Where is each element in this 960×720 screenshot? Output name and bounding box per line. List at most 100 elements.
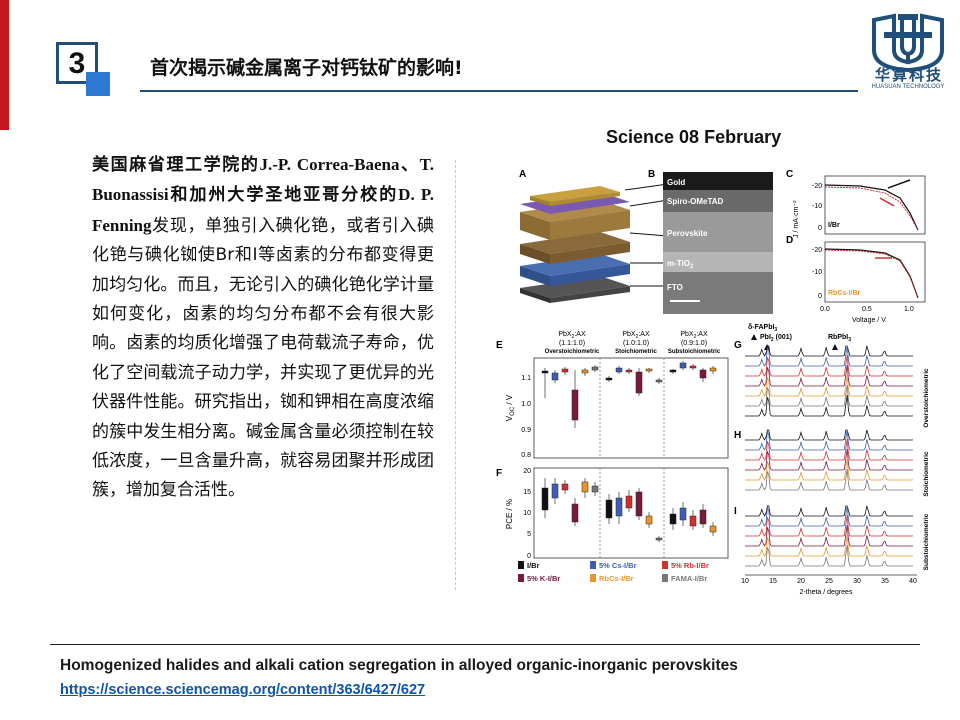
- box: [605, 499, 613, 519]
- voc-ylabel: VOC / V: [505, 394, 516, 421]
- xrd-trace: [745, 394, 914, 417]
- box: [635, 371, 643, 394]
- box: [561, 483, 569, 491]
- layer-label-perovskite: Perovskite: [667, 229, 708, 238]
- xrd-tick-4: 30: [853, 578, 861, 585]
- xrd-trace: [745, 458, 914, 481]
- panel-label-f: F: [496, 468, 502, 479]
- box: [635, 491, 643, 517]
- voc-tick-0: 1.1: [521, 375, 531, 382]
- left-red-accent-bar: [0, 0, 9, 130]
- panel-label-d: D: [786, 235, 793, 246]
- box: [625, 369, 633, 373]
- title-underline: [140, 90, 858, 92]
- legend-label: 5% Cs-I/Br: [599, 561, 637, 570]
- jv-c-ytick-0: -20: [812, 183, 822, 190]
- jv-c-ytick-2: 0: [818, 225, 822, 232]
- xrd-peak-label-fapbi3: δ-FAPbI3: [748, 324, 777, 333]
- layer-callout-lines: [624, 183, 669, 287]
- box: [571, 389, 579, 421]
- voc-box-plots: [541, 361, 717, 428]
- layer-label-gold: Gold: [667, 178, 685, 187]
- paper-link[interactable]: https://science.sciencemag.org/content/3…: [60, 682, 426, 698]
- layer-label-spiro: Spiro-OMeTAD: [667, 197, 724, 206]
- pce-plot-frame: [533, 467, 729, 559]
- panel-label-c: C: [786, 169, 793, 180]
- box: [709, 367, 717, 372]
- xrd-xlabel: 2-theta / degrees: [800, 589, 853, 596]
- box: [615, 367, 623, 373]
- legend-label: FAMA-I/Br: [671, 574, 707, 583]
- jv-xlabel: Voltage / V: [852, 317, 886, 324]
- xrd-tick-6: 40: [909, 578, 917, 585]
- box: [561, 368, 569, 373]
- box: [551, 372, 559, 381]
- research-figure: A B Gold Spiro-OMeTAD Perovskite m-TiO: [496, 169, 930, 596]
- badge-corner-square: [86, 72, 110, 96]
- box: [591, 485, 599, 493]
- legend-swatch: [518, 574, 524, 582]
- legend-label: I/Br: [527, 561, 540, 570]
- jv-d-ytick-1: -10: [812, 269, 822, 276]
- jv-d-sample-label: RbCs-I/Br: [828, 290, 861, 297]
- pce-tick-0: 20: [523, 468, 531, 475]
- pce-box-plots: [541, 478, 717, 542]
- xrd-trace: [745, 345, 914, 357]
- box: [709, 525, 717, 533]
- xrd-trace: [745, 429, 914, 441]
- jv-plot-c: I/Br: [824, 175, 926, 235]
- panel-label-b: B: [648, 169, 655, 180]
- xrd-trace: [745, 364, 914, 387]
- box: [625, 495, 633, 509]
- box: [571, 503, 579, 523]
- voc-tick-2: 0.9: [521, 427, 531, 434]
- e-col1-name: Overstoichiometric: [545, 349, 600, 355]
- panel-label-e: E: [496, 340, 503, 351]
- xrd-tick-5: 35: [881, 578, 889, 585]
- jv-ylabel: J / mA·cm⁻²: [793, 200, 800, 238]
- xrd-marker-fapbi3: [751, 334, 757, 340]
- logo-english-name: HUASUAN TECHNOLOGY: [871, 84, 945, 90]
- xrd-patterns: [745, 345, 917, 576]
- pce-tick-1: 15: [523, 489, 531, 496]
- xrd-peak-label-pbi2: PbI2 (001): [760, 334, 792, 343]
- box: [689, 365, 697, 369]
- box: [605, 377, 613, 381]
- xrd-tick-1: 15: [769, 578, 777, 585]
- box: [645, 515, 653, 525]
- jv-c-sample-label: I/Br: [828, 222, 840, 229]
- xrd-trace: [745, 384, 914, 407]
- pce-tick-3: 5: [527, 531, 531, 538]
- xrd-trace: [745, 354, 914, 377]
- legend-label: 5% K-I/Br: [527, 574, 560, 583]
- box: [689, 515, 697, 527]
- panel-label-i: I: [734, 506, 737, 517]
- legend-swatch: [518, 561, 524, 569]
- jv-d-ytick-0: -20: [812, 247, 822, 254]
- box: [551, 483, 559, 499]
- xrd-trace: [745, 468, 914, 491]
- jv-c-ytick-1: -10: [812, 203, 822, 210]
- jv-xtick-1: 0.5: [862, 306, 872, 313]
- footer-rule: [50, 644, 920, 645]
- body-paragraph: 美国麻省理工学院的J.-P. Correa-Baena、T. Buonassis…: [92, 150, 434, 506]
- box: [581, 481, 589, 493]
- legend-label: 5% Rb-I/Br: [671, 561, 709, 570]
- xrd-trace: [745, 429, 914, 451]
- voc-tick-3: 0.8: [521, 452, 531, 459]
- legend-swatch: [662, 574, 668, 582]
- box: [541, 487, 549, 511]
- xrd-side-label-i: Substoichiometric: [923, 513, 930, 570]
- box: [699, 509, 707, 525]
- e-col2-name: Stoichiometric: [615, 349, 657, 355]
- jv-d-ytick-2: 0: [818, 293, 822, 300]
- xrd-peak-label-rbpbi3: RbPbI3: [828, 334, 851, 343]
- xrd-trace: [745, 438, 914, 461]
- slide-number-badge: 3: [56, 42, 110, 96]
- jv-xtick-2: 1.0: [904, 306, 914, 313]
- xrd-trace: [745, 374, 914, 397]
- xrd-trace: [745, 514, 914, 537]
- pce-ylabel: PCE / %: [505, 499, 514, 529]
- box: [581, 369, 589, 374]
- pce-tick-4: 0: [527, 553, 531, 560]
